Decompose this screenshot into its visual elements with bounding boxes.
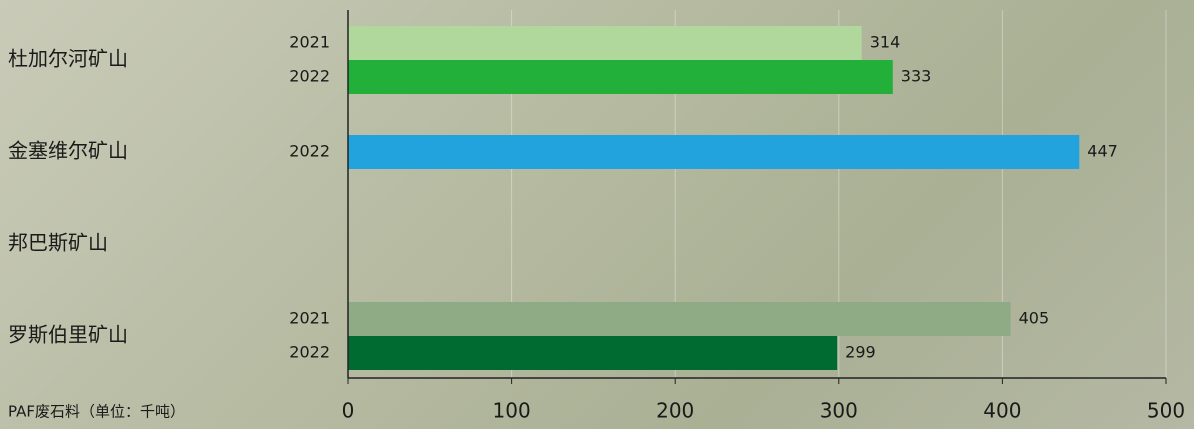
bar-year-label: 2022 (289, 343, 330, 362)
bar (348, 302, 1011, 336)
bar (348, 135, 1080, 169)
x-tick-label: 400 (983, 399, 1021, 423)
bar-year-label: 2021 (289, 33, 330, 52)
x-tick-label: 300 (820, 399, 858, 423)
value-label: 314 (870, 33, 901, 52)
category-label: 邦巴斯矿山 (8, 231, 108, 255)
category-label: 罗斯伯里矿山 (8, 323, 128, 347)
value-label: 299 (845, 343, 876, 362)
x-tick-label: 200 (656, 399, 694, 423)
value-label: 447 (1087, 142, 1118, 161)
bar-year-label: 2022 (289, 142, 330, 161)
x-tick-label: 500 (1147, 399, 1185, 423)
bar-year-label: 2021 (289, 309, 330, 328)
bar (348, 26, 862, 60)
x-tick-label: 0 (342, 399, 355, 423)
bar (348, 60, 893, 94)
x-axis-label: PAF废石料（单位：千吨） (8, 403, 185, 421)
bar-year-label: 2022 (289, 67, 330, 86)
category-label: 杜加尔河矿山 (8, 47, 128, 71)
value-label: 333 (901, 67, 932, 86)
x-tick-label: 100 (493, 399, 531, 423)
bar (348, 336, 838, 370)
category-label: 金塞维尔矿山 (8, 139, 128, 163)
value-label: 405 (1019, 309, 1050, 328)
